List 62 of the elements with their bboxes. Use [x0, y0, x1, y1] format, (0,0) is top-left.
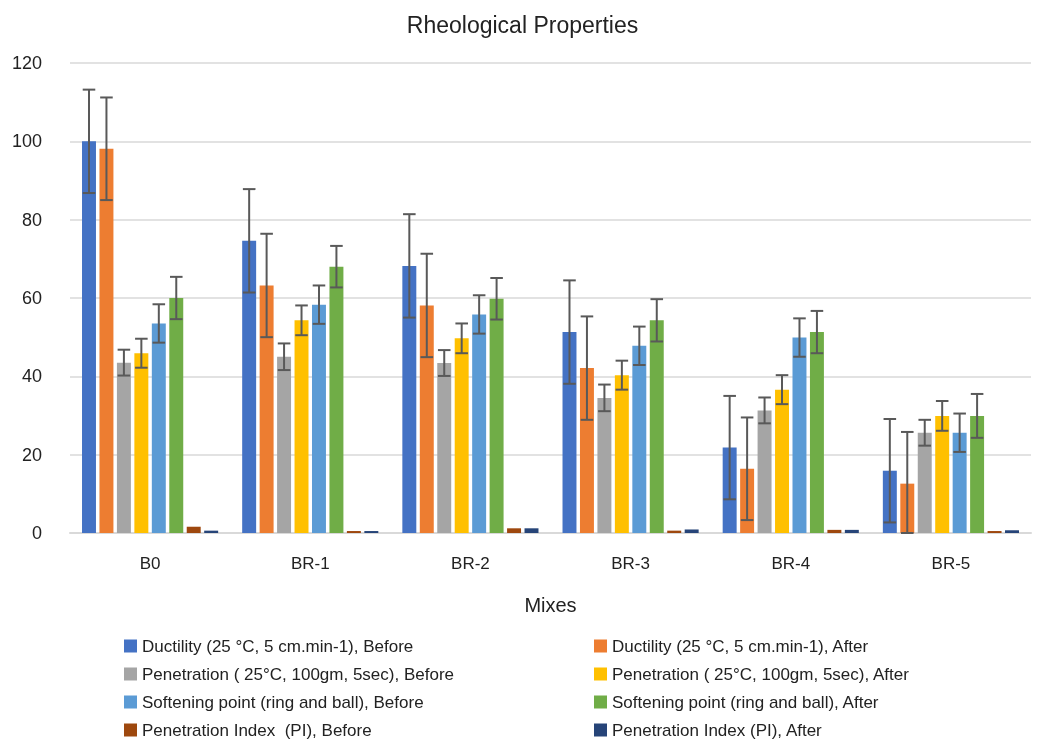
bar — [312, 304, 326, 533]
legend-label: Ductility (25 °C, 5 cm.min-1), After — [612, 636, 869, 656]
bar — [242, 240, 257, 533]
legend-label: Penetration ( 25°C, 100gm, 5sec), After — [612, 664, 910, 684]
bar — [579, 368, 594, 533]
legend-label: Ductility (25 °C, 5 cm.min-1), Before — [142, 636, 414, 656]
y-tick-label: 40 — [21, 366, 42, 387]
y-tick-label: 100 — [11, 131, 42, 152]
bar — [329, 266, 344, 533]
bar — [277, 356, 292, 533]
bar — [454, 338, 469, 533]
x-tick-label: BR-2 — [451, 554, 490, 573]
y-tick-label: 60 — [21, 288, 42, 308]
bar — [402, 265, 417, 533]
bar — [489, 298, 504, 533]
x-tick-label: BR-4 — [771, 554, 811, 573]
bar — [562, 332, 577, 533]
bar — [827, 529, 842, 533]
legend-label: Softening point (ring and ball), Before — [142, 692, 424, 712]
x-axis-title: Mixes — [524, 594, 577, 616]
x-tick-label: B0 — [139, 554, 161, 573]
bar — [775, 389, 789, 533]
x-tick-label: BR-1 — [290, 554, 330, 573]
y-tick-label: 20 — [21, 444, 42, 465]
bar — [970, 415, 985, 533]
bar — [294, 320, 309, 533]
bar — [614, 375, 629, 533]
x-tick-label: BR-5 — [931, 554, 971, 573]
bar — [935, 415, 950, 533]
bar — [507, 528, 522, 533]
bar — [419, 305, 434, 533]
bar — [1005, 530, 1019, 533]
x-tick-label: BR-3 — [611, 554, 650, 573]
y-tick-label: 0 — [31, 523, 42, 543]
legend-label: Penetration Index (PI), Before — [142, 720, 372, 740]
bar — [437, 363, 452, 533]
bar — [649, 320, 664, 533]
bar — [844, 529, 859, 533]
bar — [597, 397, 612, 533]
bar — [472, 314, 487, 533]
bar — [134, 353, 149, 533]
chart-title: Rheological Properties — [406, 11, 639, 38]
bar — [169, 298, 184, 533]
bar — [524, 528, 539, 533]
bar — [116, 362, 131, 533]
bar — [632, 345, 647, 533]
y-tick-label: 80 — [21, 209, 42, 230]
legend-label: Penetration ( 25°C, 100gm, 5sec), Before — [142, 664, 455, 684]
bar — [99, 148, 114, 533]
bar — [259, 285, 274, 533]
bar — [757, 410, 772, 533]
bar — [792, 337, 807, 533]
bar — [917, 432, 932, 533]
y-tick-label: 120 — [11, 53, 42, 73]
bar — [684, 529, 699, 533]
bar — [82, 141, 96, 533]
bar — [186, 526, 201, 533]
legend-label: Softening point (ring and ball), After — [612, 692, 879, 712]
bar — [151, 323, 166, 533]
bar — [952, 432, 967, 533]
legend-label: Penetration Index (PI), After — [612, 720, 823, 740]
bar — [809, 332, 824, 533]
